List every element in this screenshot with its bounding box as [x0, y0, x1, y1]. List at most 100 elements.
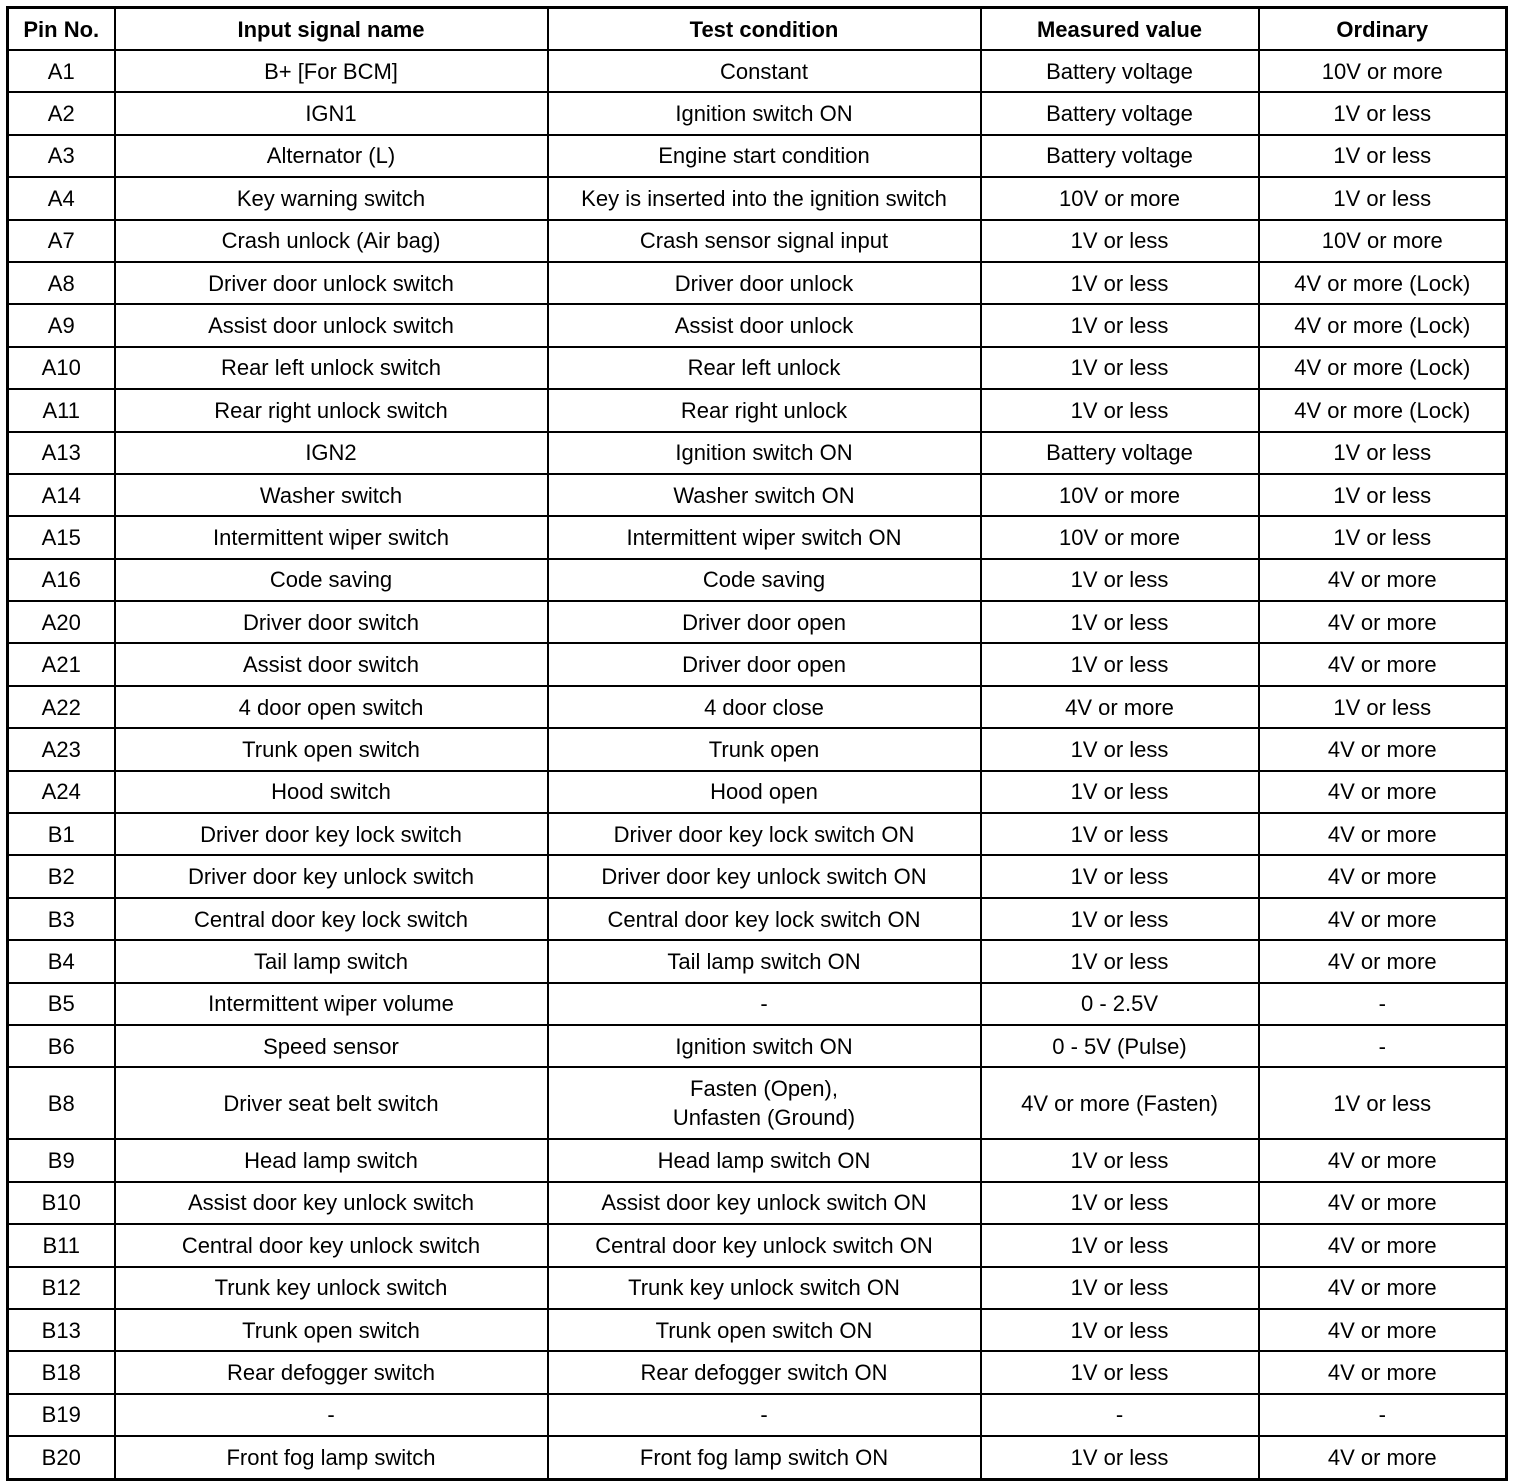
table-cell: Central door key unlock switch [113, 1223, 549, 1268]
table-row: A9 Assist door unlock switch Assist door u… [6, 303, 1508, 348]
table-cell: - [1257, 1023, 1508, 1069]
table-cell: 0 - 2.5V [979, 981, 1260, 1026]
table-row: B6 Speed sensor Ignition switch ON 0 - 5V (… [6, 1023, 1508, 1069]
table-cell: A23 [6, 727, 116, 772]
table-cell: Driver door open [546, 642, 982, 687]
table-cell: Intermittent wiper switch [113, 515, 549, 560]
table-cell: 1V or less [979, 812, 1260, 857]
table-cell: 1V or less [979, 557, 1260, 603]
table-cell: Head lamp switch ON [546, 1138, 982, 1183]
table-cell: Central door key lock switch [113, 896, 549, 942]
table-row: A4 Key warning switch Key is inserted into… [6, 176, 1508, 221]
table-row: A7 Crash unlock (Air bag) Crash sensor sig… [6, 218, 1508, 263]
table-cell: 4V or more [1257, 769, 1508, 815]
table-cell: 4V or more [1257, 896, 1508, 942]
table-cell: Assist door key unlock switch ON [546, 1180, 982, 1226]
table-row: B10 Assist door key unlock switch Assist d… [6, 1180, 1508, 1226]
table-cell: 1V or less [979, 727, 1260, 772]
table-cell: Hood switch [113, 769, 549, 815]
table-row: A2 IGN1 Ignition switch ON Battery voltage 1… [6, 91, 1508, 136]
table-cell: Battery voltage [979, 430, 1260, 475]
table-row: B12 Trunk key unlock switch Trunk key unlo… [6, 1265, 1508, 1310]
table-cell: Crash unlock (Air bag) [113, 218, 549, 263]
table-cell: Code saving [546, 557, 982, 603]
table-row: A8 Driver door unlock switch Driver door u… [6, 260, 1508, 306]
table-cell: A2 [6, 91, 116, 136]
table-cell: A24 [6, 769, 116, 815]
table-cell: 1V or less [979, 854, 1260, 899]
table-cell: 4V or more [1257, 1265, 1508, 1310]
table-cell: 4V or more [1257, 557, 1508, 603]
table-row: A15 Intermittent wiper switch Intermittent… [6, 515, 1508, 560]
table-cell: - [546, 981, 982, 1026]
table-cell: 4V or more (Lock) [1257, 345, 1508, 391]
table-row: B5 Intermittent wiper volume -0 - 2.5V - [6, 981, 1508, 1026]
table-cell: 4V or more (Lock) [1257, 388, 1508, 433]
table-cell: Driver door key lock switch ON [546, 812, 982, 857]
header-cell: Test condition [546, 6, 982, 51]
table-cell: Driver seat belt switch [113, 1066, 549, 1141]
table-cell: A15 [6, 515, 116, 560]
table-row: A16 Code saving Code saving 1V or less 4V or… [6, 557, 1508, 603]
table-cell: Assist door unlock switch [113, 303, 549, 348]
table-row: A21 Assist door switch Driver door open 1V … [6, 642, 1508, 687]
table-cell: Front fog lamp switch [113, 1435, 549, 1480]
table-cell: Assist door key unlock switch [113, 1180, 549, 1226]
table-row: A3 Alternator (L) Engine start condition Ba… [6, 133, 1508, 179]
table-cell: A8 [6, 260, 116, 306]
table-cell: 1V or less [979, 345, 1260, 391]
table-row: B19- - - - [6, 1392, 1508, 1438]
table-cell: 1V or less [979, 1223, 1260, 1268]
table-cell: 1V or less [979, 218, 1260, 263]
table-cell: Trunk key unlock switch ON [546, 1265, 982, 1310]
table-cell: Trunk open [546, 727, 982, 772]
table-cell: A4 [6, 176, 116, 221]
table-cell: 1V or less [979, 303, 1260, 348]
table-cell: A9 [6, 303, 116, 348]
header-cell: Ordinary [1257, 6, 1508, 51]
table-cell: IGN1 [113, 91, 549, 136]
table-cell: Washer switch ON [546, 472, 982, 518]
table-cell: 1V or less [1257, 684, 1508, 730]
table-row: B8 Driver seat belt switch Fasten (Open), … [6, 1066, 1508, 1141]
table-cell: A22 [6, 684, 116, 730]
table-cell: 4V or more (Fasten) [979, 1066, 1260, 1141]
table-row: B3 Central door key lock switch Central do… [6, 896, 1508, 942]
table-cell: Trunk open switch ON [546, 1307, 982, 1353]
table-cell: Engine start condition [546, 133, 982, 179]
table-cell: B12 [6, 1265, 116, 1310]
table-cell: A3 [6, 133, 116, 179]
table-row: A22 4 door open switch 4 door close 4V or m… [6, 684, 1508, 730]
table-cell: 1V or less [979, 1180, 1260, 1226]
table-cell: 4V or more [1257, 642, 1508, 687]
table-cell: 4 door close [546, 684, 982, 730]
table-cell: Driver door unlock switch [113, 260, 549, 306]
table-cell: 4V or more [1257, 727, 1508, 772]
header-cell: Measured value [979, 6, 1260, 51]
table-cell: Battery voltage [979, 133, 1260, 179]
table-cell: B3 [6, 896, 116, 942]
table-cell: - [979, 1392, 1260, 1438]
table-cell: Tail lamp switch [113, 939, 549, 984]
table-row: B18 Rear defogger switch Rear defogger swi… [6, 1350, 1508, 1395]
table-cell: Rear right unlock switch [113, 388, 549, 433]
table-cell: 1V or less [979, 388, 1260, 433]
table-cell: Intermittent wiper volume [113, 981, 549, 1026]
table-cell: 1V or less [979, 1435, 1260, 1480]
table-cell: 4V or more [1257, 812, 1508, 857]
table-cell: Rear defogger switch ON [546, 1350, 982, 1395]
table-row: A13 IGN2 Ignition switch ON Battery voltage… [6, 430, 1508, 475]
table-cell: B10 [6, 1180, 116, 1226]
table-cell: Intermittent wiper switch ON [546, 515, 982, 560]
table-row: B2 Driver door key unlock switch Driver do… [6, 854, 1508, 899]
table-cell: 10V or more [979, 515, 1260, 560]
table-cell: A13 [6, 430, 116, 475]
table-container: Pin No. Input signal name Test condition Me… [6, 6, 1508, 1481]
table-cell: Hood open [546, 769, 982, 815]
table-cell: Key warning switch [113, 176, 549, 221]
table-row: B11 Central door key unlock switch Central… [6, 1223, 1508, 1268]
table-cell: Alternator (L) [113, 133, 549, 179]
table-cell: B13 [6, 1307, 116, 1353]
table-cell: A21 [6, 642, 116, 687]
